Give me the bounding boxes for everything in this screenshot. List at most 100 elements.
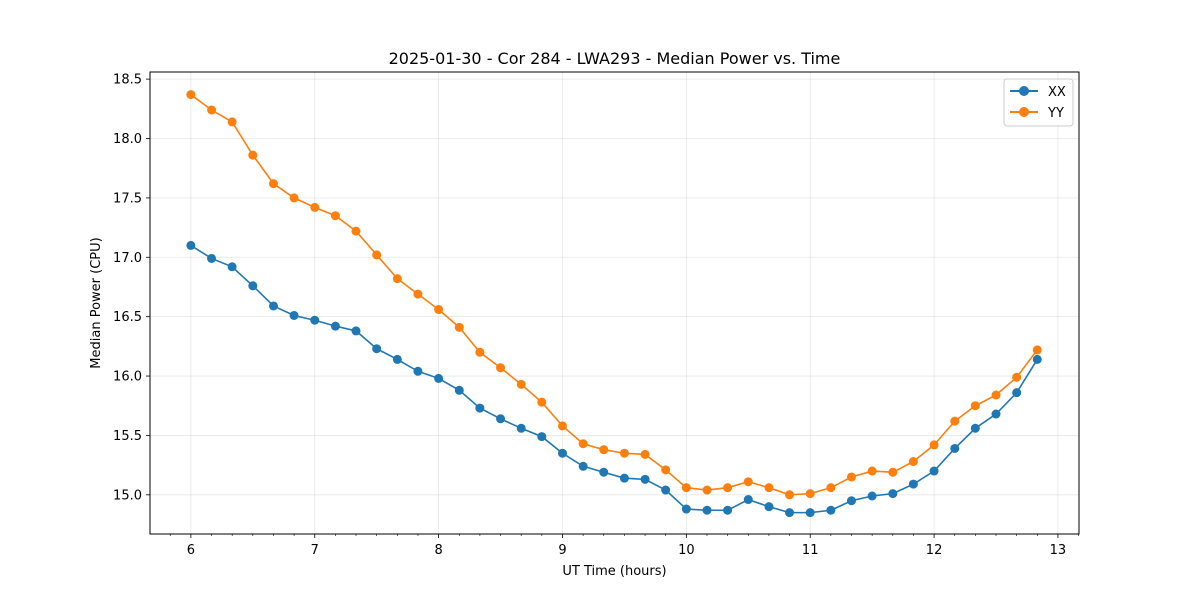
data-point-yy	[661, 465, 671, 475]
data-point-yy	[496, 363, 506, 373]
data-point-yy	[454, 322, 464, 332]
data-point-yy	[227, 117, 237, 127]
legend-marker-xx	[1019, 86, 1029, 96]
data-point-xx	[743, 495, 753, 505]
data-point-xx	[805, 508, 815, 518]
legend-marker-yy	[1019, 107, 1029, 117]
data-point-yy	[413, 289, 423, 299]
data-point-yy	[867, 466, 877, 476]
data-point-yy	[785, 490, 795, 500]
x-tick-label: 10	[678, 543, 695, 558]
x-tick-label: 7	[311, 543, 319, 558]
data-point-xx	[578, 461, 588, 471]
data-point-xx	[991, 409, 1001, 419]
data-point-yy	[248, 150, 258, 160]
x-tick-label: 12	[926, 543, 943, 558]
data-point-xx	[908, 479, 918, 489]
data-point-xx	[289, 310, 299, 320]
data-point-xx	[1032, 354, 1042, 364]
y-tick-label: 18.5	[113, 73, 142, 88]
data-point-yy	[970, 401, 980, 411]
data-point-xx	[599, 467, 609, 477]
legend-label-xx: XX	[1048, 85, 1066, 100]
data-point-yy	[537, 397, 547, 407]
data-point-xx	[888, 489, 898, 499]
data-point-xx	[207, 253, 217, 263]
data-point-xx	[1012, 388, 1022, 398]
data-point-xx	[867, 491, 877, 501]
data-point-xx	[372, 344, 382, 354]
x-tick-label: 9	[558, 543, 566, 558]
data-point-yy	[723, 483, 733, 493]
data-point-yy	[619, 448, 629, 458]
data-point-xx	[413, 366, 423, 376]
data-point-xx	[516, 423, 526, 433]
data-point-xx	[434, 373, 444, 383]
data-point-xx	[310, 315, 320, 325]
y-tick-label: 15.0	[113, 488, 142, 503]
data-point-yy	[950, 416, 960, 426]
data-point-yy	[1032, 345, 1042, 355]
data-point-yy	[372, 250, 382, 260]
series-layer	[186, 90, 1042, 518]
y-tick-label: 18.0	[113, 132, 142, 147]
data-point-yy	[330, 211, 340, 221]
data-point-yy	[991, 390, 1001, 400]
y-tick-label: 17.5	[113, 191, 142, 206]
data-point-yy	[640, 449, 650, 459]
data-point-xx	[846, 496, 856, 506]
data-point-xx	[970, 423, 980, 433]
data-point-xx	[186, 240, 196, 250]
y-tick-label: 15.5	[113, 429, 142, 444]
data-point-yy	[351, 226, 361, 236]
data-point-xx	[619, 473, 629, 483]
data-point-xx	[351, 326, 361, 336]
x-axis-label: UT Time (hours)	[562, 564, 666, 579]
data-point-yy	[207, 105, 217, 115]
data-point-xx	[454, 385, 464, 395]
y-tick-label: 17.0	[113, 251, 142, 266]
data-point-xx	[392, 354, 402, 364]
data-point-xx	[764, 502, 774, 512]
x-tick-label: 6	[187, 543, 195, 558]
data-point-xx	[537, 432, 547, 442]
data-point-yy	[764, 483, 774, 493]
data-point-yy	[826, 483, 836, 493]
data-point-yy	[557, 421, 567, 431]
data-point-xx	[268, 301, 278, 311]
data-point-xx	[475, 403, 485, 413]
data-point-yy	[289, 193, 299, 203]
data-point-xx	[929, 466, 939, 476]
series-line-xx	[190, 244, 1038, 514]
data-point-yy	[310, 202, 320, 212]
data-point-xx	[661, 485, 671, 495]
data-point-yy	[743, 477, 753, 487]
chart-title: 2025-01-30 - Cor 284 - LWA293 - Median P…	[389, 49, 841, 68]
data-point-yy	[929, 440, 939, 450]
data-point-yy	[186, 90, 196, 100]
y-tick-label: 16.0	[113, 370, 142, 385]
x-tick-label: 8	[434, 543, 442, 558]
legend-label-yy: YY	[1047, 106, 1064, 121]
data-point-xx	[330, 321, 340, 331]
plot-area-frame	[149, 71, 1080, 535]
data-point-xx	[702, 505, 712, 515]
grid	[150, 72, 1079, 534]
series-line-yy	[190, 93, 1038, 496]
data-point-xx	[950, 443, 960, 453]
data-point-xx	[496, 414, 506, 424]
data-point-yy	[599, 445, 609, 455]
data-point-yy	[681, 483, 691, 493]
data-point-xx	[723, 505, 733, 515]
x-tick-label: 13	[1050, 543, 1067, 558]
data-point-xx	[557, 448, 567, 458]
data-point-yy	[578, 439, 588, 449]
data-point-yy	[702, 485, 712, 495]
data-point-xx	[227, 262, 237, 272]
data-point-yy	[392, 274, 402, 284]
y-tick-label: 16.5	[113, 310, 142, 325]
data-point-yy	[908, 457, 918, 467]
legend: XX YY	[1003, 78, 1074, 127]
data-point-xx	[640, 474, 650, 484]
y-axis-label: Median Power (CPU)	[89, 237, 104, 368]
